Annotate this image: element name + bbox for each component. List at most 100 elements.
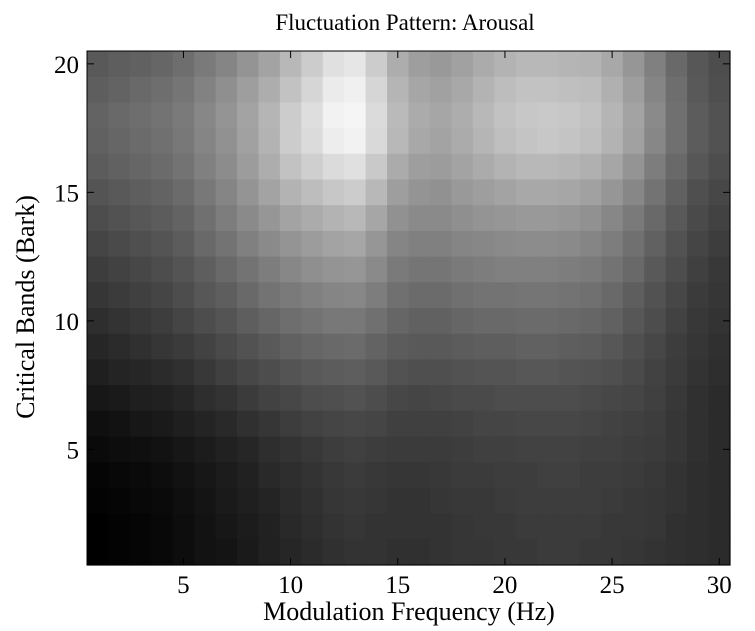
heatmap-cell: [644, 76, 667, 103]
heatmap-cell: [494, 76, 517, 103]
heatmap-cell: [344, 282, 367, 309]
heatmap-cell: [108, 385, 131, 412]
heatmap-cell: [344, 333, 367, 360]
heatmap-cell: [687, 308, 710, 335]
heatmap-cell: [494, 436, 517, 463]
heatmap-cell: [558, 205, 581, 232]
heatmap-cell: [108, 205, 131, 232]
heatmap-cell: [601, 179, 624, 206]
heatmap-cell: [87, 153, 110, 181]
heatmap-cell: [344, 205, 367, 232]
heatmap-cell: [537, 333, 560, 360]
heatmap-cell: [237, 410, 260, 438]
heatmap-cell: [579, 359, 602, 386]
heatmap-cell: [515, 230, 538, 258]
heatmap-cell: [687, 153, 710, 181]
heatmap-cell: [365, 308, 388, 335]
heatmap-cell: [537, 539, 560, 566]
heatmap-cell: [558, 51, 581, 78]
heatmap-cell: [472, 436, 495, 463]
plot-frame: [86, 50, 731, 566]
heatmap-cell: [451, 153, 474, 181]
heatmap-cell: [429, 539, 452, 566]
heatmap-cell: [151, 282, 174, 309]
heatmap-cell: [558, 76, 581, 103]
heatmap-cell: [344, 462, 367, 489]
heatmap-cell: [515, 102, 538, 129]
heatmap-cell: [322, 128, 345, 155]
heatmap-cell: [644, 179, 667, 206]
heatmap-cell: [322, 256, 345, 283]
heatmap-cell: [279, 76, 302, 103]
heatmap-cell: [708, 359, 731, 386]
heatmap-cell: [365, 179, 388, 206]
heatmap-cell: [301, 256, 324, 283]
heatmap-cell: [622, 282, 645, 309]
heatmap-cell: [665, 436, 688, 463]
heatmap-cell: [472, 179, 495, 206]
heatmap-cell: [687, 179, 710, 206]
heatmap-cell: [365, 256, 388, 283]
heatmap-cell: [279, 282, 302, 309]
heatmap-cell: [708, 51, 731, 78]
heatmap-cell: [237, 256, 260, 283]
heatmap-cell: [515, 359, 538, 386]
heatmap-cell: [537, 462, 560, 489]
heatmap-cell: [301, 462, 324, 489]
heatmap-cell: [665, 385, 688, 412]
heatmap-cell: [472, 282, 495, 309]
heatmap-cell: [237, 308, 260, 335]
heatmap-cell: [215, 76, 238, 103]
heatmap-cell: [408, 539, 431, 566]
heatmap-cell: [258, 333, 281, 360]
heatmap-cell: [151, 385, 174, 412]
heatmap-cell: [237, 230, 260, 258]
heatmap-cell: [151, 128, 174, 155]
x-tick-label: 5: [177, 572, 190, 599]
heatmap-cell: [537, 436, 560, 463]
heatmap-cell: [558, 487, 581, 515]
heatmap-cell: [451, 487, 474, 515]
heatmap-cell: [172, 462, 195, 489]
heatmap-cell: [215, 539, 238, 566]
heatmap-cell: [537, 487, 560, 515]
heatmap-cell: [237, 513, 260, 540]
heatmap-cell: [129, 76, 152, 103]
heatmap-cell: [408, 179, 431, 206]
heatmap-cell: [365, 205, 388, 232]
heatmap-cell: [622, 513, 645, 540]
heatmap-cell: [472, 462, 495, 489]
heatmap-cell: [194, 359, 217, 386]
heatmap-cell: [429, 410, 452, 438]
heatmap-cell: [665, 205, 688, 232]
heatmap-cell: [579, 282, 602, 309]
heatmap-cell: [472, 539, 495, 566]
heatmap-cell: [408, 256, 431, 283]
heatmap-cell: [429, 102, 452, 129]
heatmap-cell: [558, 410, 581, 438]
heatmap-cell: [451, 539, 474, 566]
heatmap-cell: [108, 487, 131, 515]
heatmap-cell: [429, 462, 452, 489]
heatmap-cell: [322, 205, 345, 232]
heatmap-cell: [665, 513, 688, 540]
heatmap-cell: [365, 410, 388, 438]
heatmap-cell: [194, 539, 217, 566]
heatmap-cell: [387, 513, 410, 540]
heatmap-cells: [87, 51, 731, 566]
heatmap-cell: [87, 487, 110, 515]
heatmap-cell: [515, 179, 538, 206]
heatmap-cell: [687, 128, 710, 155]
heatmap-cell: [429, 179, 452, 206]
heatmap-cell: [108, 308, 131, 335]
heatmap-cell: [537, 256, 560, 283]
heatmap-cell: [322, 333, 345, 360]
heatmap-cell: [237, 359, 260, 386]
heatmap-cell: [601, 487, 624, 515]
heatmap-cell: [172, 359, 195, 386]
heatmap-cell: [365, 230, 388, 258]
heatmap-cell: [579, 153, 602, 181]
heatmap-cell: [279, 179, 302, 206]
heatmap-cell: [708, 153, 731, 181]
heatmap-cell: [279, 51, 302, 78]
